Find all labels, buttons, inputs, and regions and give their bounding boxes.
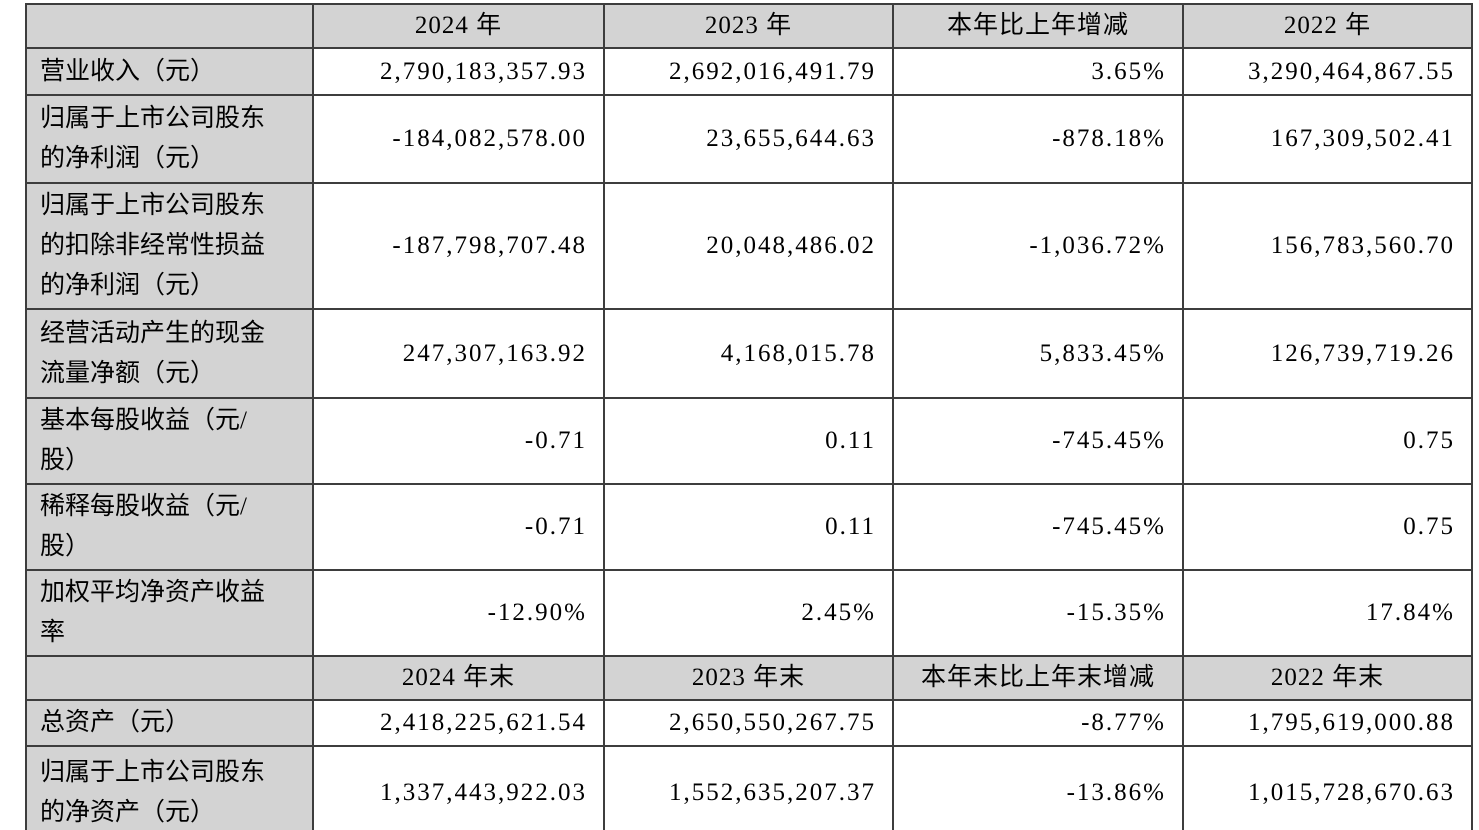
value-2023: 1,552,635,207.37 xyxy=(603,745,894,830)
value-change: -878.18% xyxy=(892,94,1184,184)
value-2024: -187,798,707.48 xyxy=(312,182,605,310)
column-header-2024-end: 2024 年末 xyxy=(312,655,605,701)
value-2024: 247,307,163.92 xyxy=(312,308,605,399)
corner-blank-cell xyxy=(25,3,314,49)
value-2022: 17.84% xyxy=(1182,569,1473,657)
value-2022: 156,783,560.70 xyxy=(1182,182,1473,310)
row-label: 总资产（元） xyxy=(25,699,314,747)
value-2024: 2,790,183,357.93 xyxy=(312,47,605,96)
value-2024: 2,418,225,621.54 xyxy=(312,699,605,747)
value-2022: 126,739,719.26 xyxy=(1182,308,1473,399)
value-2022: 3,290,464,867.55 xyxy=(1182,47,1473,96)
value-2024: -0.71 xyxy=(312,397,605,485)
column-header-2022-end: 2022 年末 xyxy=(1182,655,1473,701)
table-row-net-profit: 归属于上市公司股东 的净利润（元） -184,082,578.00 23,655… xyxy=(25,94,1473,184)
value-change: 5,833.45% xyxy=(892,308,1184,399)
row-label: 归属于上市公司股东 的扣除非经常性损益 的净利润（元） xyxy=(25,182,314,310)
column-header-end-change: 本年末比上年末增减 xyxy=(892,655,1184,701)
value-2023: 2,692,016,491.79 xyxy=(603,47,894,96)
column-header-2024: 2024 年 xyxy=(312,3,605,49)
value-2022: 1,795,619,000.88 xyxy=(1182,699,1473,747)
column-header-change: 本年比上年增减 xyxy=(892,3,1184,49)
table-row-net-profit-excl-nonrecurring: 归属于上市公司股东 的扣除非经常性损益 的净利润（元） -187,798,707… xyxy=(25,182,1473,310)
row-label: 营业收入（元） xyxy=(25,47,314,96)
value-2023: 2.45% xyxy=(603,569,894,657)
value-change: 3.65% xyxy=(892,47,1184,96)
value-2023: 2,650,550,267.75 xyxy=(603,699,894,747)
value-change: -1,036.72% xyxy=(892,182,1184,310)
row-label: 经营活动产生的现金 流量净额（元） xyxy=(25,308,314,399)
value-2023: 0.11 xyxy=(603,483,894,571)
row-label: 稀释每股收益（元/ 股） xyxy=(25,483,314,571)
column-header-2023: 2023 年 xyxy=(603,3,894,49)
value-change: -745.45% xyxy=(892,483,1184,571)
row-label: 归属于上市公司股东 的净利润（元） xyxy=(25,94,314,184)
value-2024: -0.71 xyxy=(312,483,605,571)
value-2022: 1,015,728,670.63 xyxy=(1182,745,1473,830)
period-header-row: 2024 年 2023 年 本年比上年增减 2022 年 xyxy=(25,3,1473,49)
value-2024: 1,337,443,922.03 xyxy=(312,745,605,830)
table-row-net-assets: 归属于上市公司股东 的净资产（元） 1,337,443,922.03 1,552… xyxy=(25,745,1473,830)
value-2023: 23,655,644.63 xyxy=(603,94,894,184)
row-label: 归属于上市公司股东 的净资产（元） xyxy=(25,745,314,830)
value-2022: 0.75 xyxy=(1182,483,1473,571)
row-label: 基本每股收益（元/ 股） xyxy=(25,397,314,485)
table-row-weighted-roe: 加权平均净资产收益 率 -12.90% 2.45% -15.35% 17.84% xyxy=(25,569,1473,657)
column-header-2022: 2022 年 xyxy=(1182,3,1473,49)
table-row-operating-cash-flow: 经营活动产生的现金 流量净额（元） 247,307,163.92 4,168,0… xyxy=(25,308,1473,399)
corner-blank-cell xyxy=(25,655,314,701)
value-change: -8.77% xyxy=(892,699,1184,747)
value-2023: 20,048,486.02 xyxy=(603,182,894,310)
endpoint-header-row: 2024 年末 2023 年末 本年末比上年末增减 2022 年末 xyxy=(25,655,1473,701)
value-change: -745.45% xyxy=(892,397,1184,485)
financial-summary-table: 2024 年 2023 年 本年比上年增减 2022 年 营业收入（元） 2,7… xyxy=(25,3,1473,830)
value-change: -13.86% xyxy=(892,745,1184,830)
value-2023: 0.11 xyxy=(603,397,894,485)
column-header-2023-end: 2023 年末 xyxy=(603,655,894,701)
table-row-diluted-eps: 稀释每股收益（元/ 股） -0.71 0.11 -745.45% 0.75 xyxy=(25,483,1473,571)
table-row-basic-eps: 基本每股收益（元/ 股） -0.71 0.11 -745.45% 0.75 xyxy=(25,397,1473,485)
row-label: 加权平均净资产收益 率 xyxy=(25,569,314,657)
value-2022: 0.75 xyxy=(1182,397,1473,485)
value-2024: -12.90% xyxy=(312,569,605,657)
value-2023: 4,168,015.78 xyxy=(603,308,894,399)
table-row-revenue: 营业收入（元） 2,790,183,357.93 2,692,016,491.7… xyxy=(25,47,1473,96)
table-row-total-assets: 总资产（元） 2,418,225,621.54 2,650,550,267.75… xyxy=(25,699,1473,747)
value-2022: 167,309,502.41 xyxy=(1182,94,1473,184)
value-2024: -184,082,578.00 xyxy=(312,94,605,184)
value-change: -15.35% xyxy=(892,569,1184,657)
